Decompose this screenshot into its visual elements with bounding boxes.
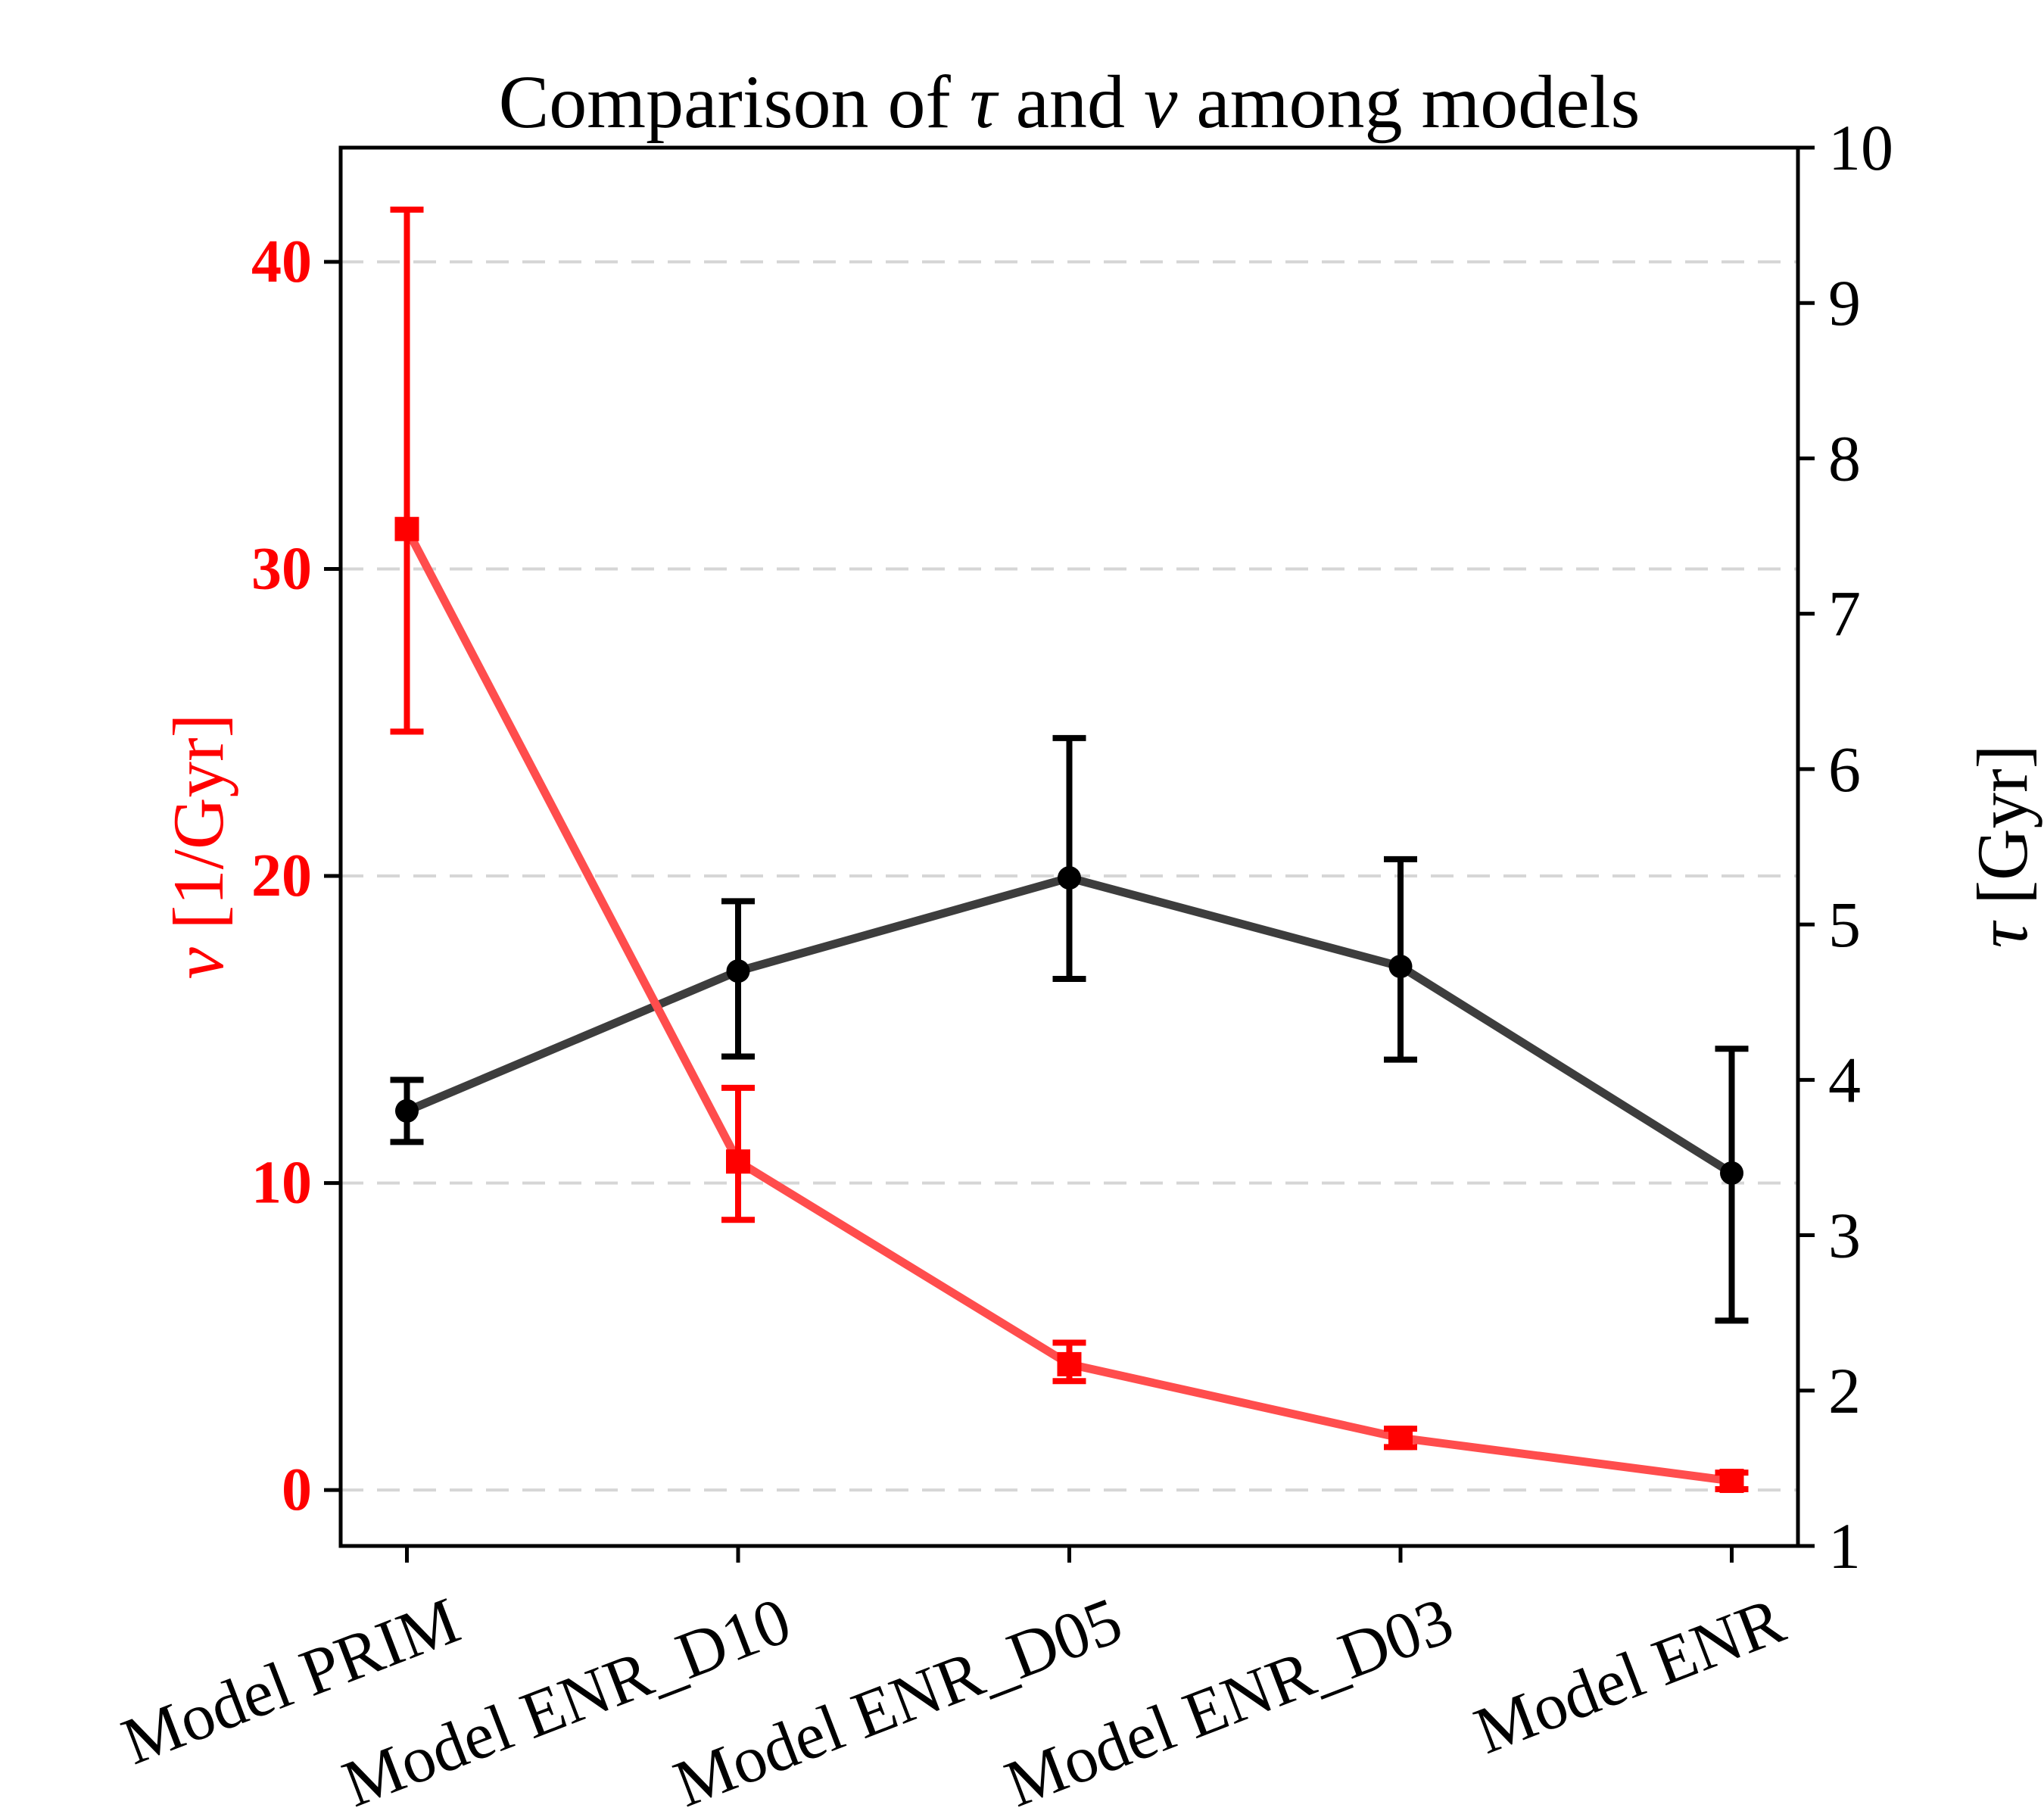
nu-marker-3 [1388,1426,1413,1451]
right-tick-label-7: 7 [1828,578,1861,650]
tau-marker-3 [1388,955,1413,979]
left-tick-label-40: 40 [251,229,312,295]
right-tick-label-10: 10 [1828,111,1893,184]
left-tick-label-0: 0 [282,1457,312,1523]
tau-marker-4 [1720,1161,1743,1185]
right-tick-label-4: 4 [1828,1043,1861,1116]
left-tick-label-20: 20 [251,843,312,909]
title-nu-symbol: ν [1143,60,1178,144]
nu-marker-4 [1719,1469,1744,1494]
tau-marker-2 [1058,866,1081,890]
right-tick-label-5: 5 [1828,888,1861,961]
nu-marker-2 [1057,1351,1082,1376]
title-mid: and [996,60,1144,144]
x-tick-label-4: Model ENR [1466,1584,1794,1769]
nu-line [403,525,1736,1485]
tau-marker-0 [395,1099,419,1123]
right-tick-label-6: 6 [1828,733,1861,806]
title-suffix: among models [1177,60,1640,144]
left-tick-label-10: 10 [251,1150,312,1217]
right-tick-label-3: 3 [1828,1199,1861,1272]
right-tick-label-9: 9 [1828,266,1861,339]
title-prefix: Comparison of [498,60,970,144]
right-tick-label-2: 2 [1828,1354,1861,1427]
nu-marker-1 [726,1149,750,1174]
tau-marker-1 [726,959,750,983]
chart-title: Comparison of τ and ν among models [341,62,1798,153]
right-tick-label-8: 8 [1828,422,1861,494]
right-tick-label-1: 1 [1828,1510,1861,1582]
nu-marker-0 [394,516,419,541]
left-tick-label-30: 30 [251,535,312,602]
title-tau-symbol: τ [969,60,997,144]
